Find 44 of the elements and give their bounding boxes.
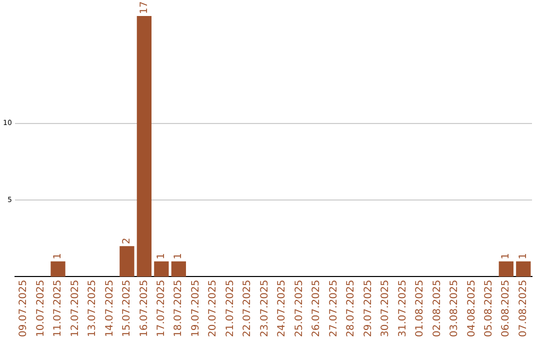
data-label: 1: [52, 253, 64, 260]
bar: [50, 261, 66, 277]
data-label: 17: [138, 1, 150, 14]
x-tick-label: 20.07.2025: [208, 280, 219, 338]
x-tick-label: 04.08.2025: [466, 280, 478, 338]
bar: [498, 261, 514, 277]
x-tick-label: 13.07.2025: [87, 280, 98, 338]
x-tick-label: 16.07.2025: [138, 280, 150, 338]
x-tick-label: 31.07.2025: [397, 280, 408, 338]
bar: [516, 261, 531, 277]
x-tick-label: 21.07.2025: [224, 280, 236, 338]
bar: [120, 246, 134, 277]
x-tick-label: 01.08.2025: [414, 280, 426, 338]
data-label: 1: [156, 253, 168, 260]
x-tick-label: 24.07.2025: [276, 280, 288, 338]
bar: [171, 261, 186, 277]
x-tick-label: 19.07.2025: [190, 280, 202, 338]
x-tick-label: 10.07.2025: [35, 280, 46, 338]
bar: [136, 16, 152, 277]
x-tick-label: 18.07.2025: [173, 280, 184, 338]
x-tick-label: 15.07.2025: [122, 280, 133, 338]
x-tick-label: 27.07.2025: [328, 280, 340, 338]
x-tick-label: 07.08.2025: [518, 280, 529, 338]
x-tick-label: 30.07.2025: [380, 280, 392, 338]
x-tick-label: 09.07.2025: [18, 280, 30, 338]
data-label: 2: [122, 238, 133, 244]
x-tick-label: 02.08.2025: [432, 280, 443, 338]
data-label: 1: [173, 253, 184, 260]
data-label: 1: [518, 253, 529, 260]
x-tick-label: 22.07.2025: [242, 280, 254, 338]
data-label: 1: [500, 253, 512, 260]
x-tick-label: 12.07.2025: [70, 280, 81, 338]
x-tick-label: 26.07.2025: [311, 280, 322, 338]
x-tick-label: 25.07.2025: [294, 280, 305, 338]
bar: [154, 261, 169, 277]
x-tick-label: 28.07.2025: [346, 280, 357, 338]
x-tick-label: 11.07.2025: [52, 280, 64, 338]
x-tick-label: 05.08.2025: [484, 280, 495, 338]
x-tick-label: 29.07.2025: [362, 280, 374, 338]
x-tick-label: 06.08.2025: [500, 280, 512, 338]
x-tick-label: 17.07.2025: [156, 280, 168, 338]
x-tick-label: 03.08.2025: [449, 280, 460, 338]
x-tick-label: 23.07.2025: [259, 280, 270, 338]
x-tick-label: 14.07.2025: [104, 280, 116, 338]
